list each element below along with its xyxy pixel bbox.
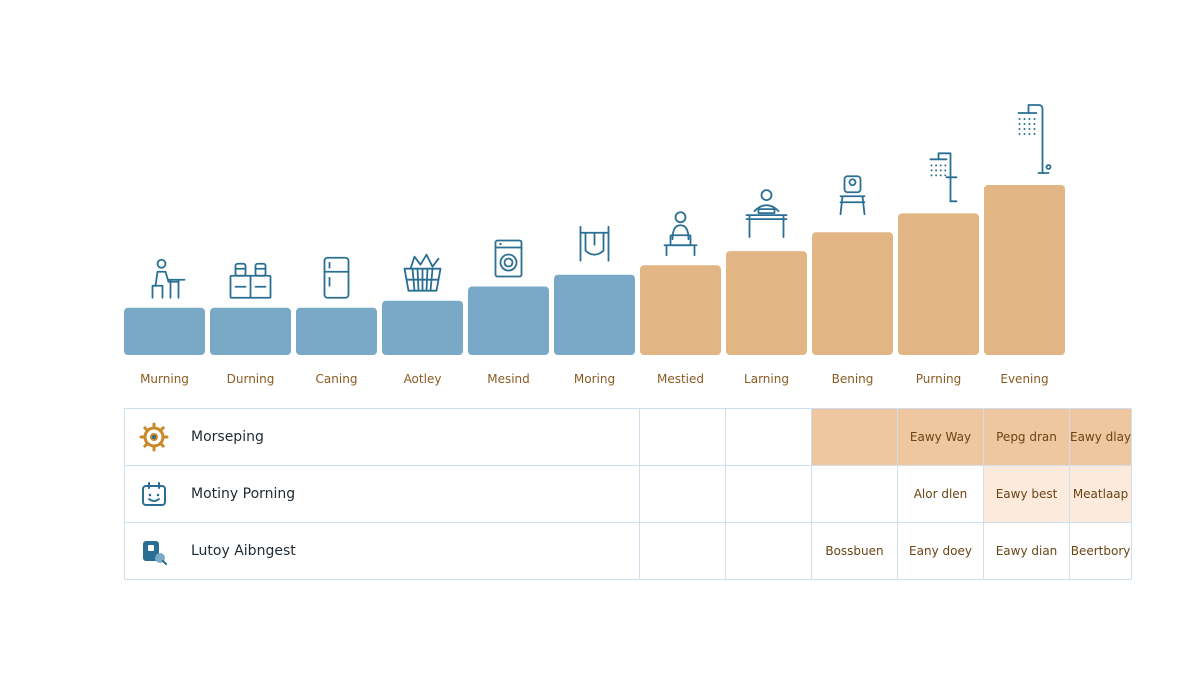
drying-rack-icon [579, 225, 610, 262]
table-cell [639, 408, 726, 466]
table-row: Lutoy Aibngest Bossbuen Eany doey Eawy d… [124, 522, 1133, 580]
category-label: Purning [916, 372, 962, 386]
bar-4 [382, 300, 463, 355]
person-at-desk-icon [663, 211, 698, 257]
table-cell: Meatlaap [1068, 465, 1133, 523]
table-cell [725, 465, 812, 523]
table-row: Motiny Porning Alor dlen Eawy best Meatl… [124, 465, 1133, 523]
bar-6 [554, 274, 635, 355]
bar-5 [468, 286, 549, 355]
table-cell: Pepg dran [983, 408, 1070, 466]
detail-table: Morseping Eawy Way Pepg dran Eawy dlay [124, 408, 1133, 580]
table-cell [639, 465, 726, 523]
study-desk-icon [745, 189, 788, 239]
bar-9 [812, 232, 893, 355]
bar-2 [210, 307, 291, 355]
desk-worker-icon [151, 258, 186, 299]
shower-icon [929, 152, 958, 203]
row-header: Motiny Porning [124, 465, 640, 523]
table-cell: Alor dlen [897, 465, 984, 523]
gear-icon [139, 422, 169, 452]
row-label: Morseping [191, 429, 264, 445]
storage-jars-icon [229, 262, 272, 299]
category-label: Mestied [657, 372, 704, 386]
bar-7 [640, 265, 721, 355]
table-cell [725, 408, 812, 466]
row-label: Motiny Porning [191, 486, 296, 502]
table-row: Morseping Eawy Way Pepg dran Eawy dlay [124, 408, 1133, 466]
table-cell: Eawy Way [897, 408, 984, 466]
table-cell [639, 522, 726, 580]
table-cell [811, 465, 898, 523]
category-label: Durning [227, 372, 275, 386]
category-label: Evening [1000, 372, 1048, 386]
refrigerator-icon [323, 256, 350, 299]
table-cell: Eany doey [897, 522, 984, 580]
category-label: Mesind [487, 372, 530, 386]
table-cell: Eawy best [983, 465, 1070, 523]
table-cell: Bossbuen [811, 522, 898, 580]
calendar-icon [142, 482, 166, 506]
row-header: Lutoy Aibngest [124, 522, 640, 580]
bar-8 [726, 251, 807, 355]
category-label: Aotley [404, 372, 442, 386]
washing-machine-icon [494, 239, 523, 278]
chair-icon [839, 175, 866, 216]
table-cell [725, 522, 812, 580]
category-label: Bening [832, 372, 874, 386]
table-cell [811, 408, 898, 466]
bar-11 [984, 185, 1065, 355]
bar-10 [898, 213, 979, 355]
category-label: Caning [316, 372, 358, 386]
tall-shower-icon [1017, 104, 1052, 174]
table-cell: Eawy dlay [1068, 408, 1133, 466]
tag-icon [143, 541, 167, 565]
bar-chart: Murning Durning Caning Aotley Mesind Moring Me… [124, 104, 1065, 386]
row-label: Lutoy Aibngest [191, 543, 296, 559]
category-label: Moring [574, 372, 615, 386]
table-cell: Eawy dian [983, 522, 1070, 580]
category-label: Larning [744, 372, 789, 386]
category-label: Murning [140, 372, 189, 386]
bar-1 [124, 307, 205, 355]
row-header: Morseping [124, 408, 640, 466]
table-cell: Beertbory [1068, 522, 1133, 580]
bar-3 [296, 307, 377, 355]
laundry-basket-icon [403, 253, 442, 292]
